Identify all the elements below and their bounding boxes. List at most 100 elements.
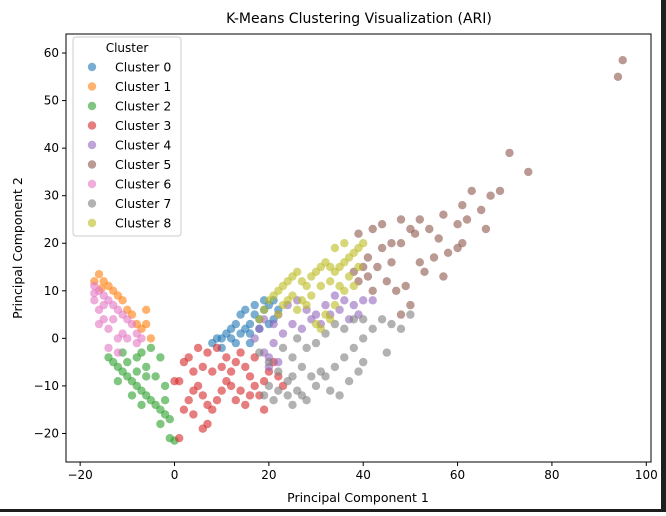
y-axis-label: Principal Component 2 (10, 177, 25, 319)
window-edge-bottom (0, 509, 666, 512)
data-point (377, 220, 387, 229)
y-tick-label: 50 (44, 94, 59, 108)
series-cluster-8 (255, 239, 368, 333)
data-point (326, 386, 335, 395)
legend-marker (87, 121, 97, 130)
data-point (264, 381, 274, 391)
data-point (288, 319, 297, 329)
data-point (368, 324, 377, 333)
data-point (307, 372, 316, 381)
data-point (363, 272, 373, 281)
data-point (99, 300, 108, 310)
data-point (406, 310, 415, 319)
data-point (94, 270, 104, 279)
data-point (354, 229, 363, 238)
data-point (311, 381, 321, 391)
legend-label: Cluster 7 (115, 196, 171, 211)
data-point (189, 367, 198, 376)
data-point (340, 353, 349, 362)
data-point (179, 405, 189, 414)
data-point (212, 396, 222, 405)
data-point (274, 367, 283, 376)
data-point (330, 362, 340, 372)
data-point (293, 334, 302, 343)
data-point (203, 348, 212, 357)
legend-label: Cluster 6 (115, 177, 171, 192)
legend-box (72, 36, 182, 237)
data-point (458, 201, 467, 210)
data-point (109, 315, 118, 324)
data-point (382, 348, 391, 357)
data-point (198, 362, 207, 372)
data-point (326, 315, 335, 324)
data-point (359, 239, 368, 248)
legend-label: Cluster 2 (115, 99, 171, 114)
legend-item: Cluster 3 (87, 118, 171, 133)
data-point (434, 234, 443, 243)
legend-item: Cluster 4 (87, 138, 171, 153)
legend-item: Cluster 7 (87, 196, 171, 211)
data-point (387, 258, 396, 267)
data-point (217, 334, 226, 343)
data-point (288, 400, 297, 410)
data-point (321, 300, 330, 310)
legend-label: Cluster 0 (115, 60, 171, 75)
data-point (297, 362, 307, 372)
legend-marker (87, 199, 97, 208)
x-tick-label: 40 (356, 468, 371, 482)
data-point (241, 362, 250, 372)
data-point (396, 239, 406, 248)
data-point (613, 72, 623, 82)
data-point (316, 281, 325, 291)
data-point (382, 277, 391, 286)
data-point (241, 400, 250, 410)
y-tick-label: −10 (34, 379, 59, 393)
data-point (406, 300, 415, 310)
data-point (392, 286, 401, 295)
data-point (189, 386, 198, 395)
series-cluster-7 (255, 310, 415, 410)
data-point (132, 367, 141, 376)
series-cluster-3 (170, 343, 288, 443)
y-tick-label: 10 (44, 284, 59, 298)
data-point (236, 348, 245, 357)
x-tick-label: 100 (635, 468, 658, 482)
data-point (340, 296, 349, 305)
data-point (439, 210, 448, 219)
x-axis: −20 0 20 40 60 80 100 (67, 462, 658, 482)
series-cluster-6 (90, 281, 146, 357)
y-tick-label: 40 (44, 141, 59, 155)
data-point (109, 286, 118, 295)
data-point (293, 305, 302, 314)
data-point (462, 215, 472, 224)
data-point (231, 338, 240, 348)
data-point (486, 191, 495, 200)
data-point (344, 377, 354, 386)
data-point (349, 281, 358, 291)
data-point (316, 367, 325, 376)
data-point (340, 286, 349, 295)
data-point (396, 324, 406, 333)
legend-label: Cluster 8 (115, 216, 171, 231)
legend: Cluster Cluster 0 Cluster 1 Cluster 2 Clust… (72, 36, 182, 237)
data-point (193, 343, 203, 353)
data-point (146, 334, 156, 343)
data-point (425, 224, 434, 234)
data-point (255, 315, 264, 324)
legend-title: Cluster (106, 41, 149, 55)
data-point (396, 310, 406, 319)
data-point (226, 324, 236, 333)
legend-item: Cluster 6 (87, 177, 171, 192)
x-tick-label: 60 (450, 468, 465, 482)
data-point (344, 272, 354, 281)
legend-item: Cluster 2 (87, 99, 171, 114)
data-point (415, 215, 424, 224)
data-point (387, 319, 396, 329)
data-point (269, 319, 278, 329)
legend-label: Cluster 3 (115, 118, 171, 133)
data-point (495, 186, 505, 196)
data-point (127, 319, 137, 329)
data-point (396, 215, 406, 224)
data-point (231, 396, 240, 405)
data-point (104, 324, 113, 333)
